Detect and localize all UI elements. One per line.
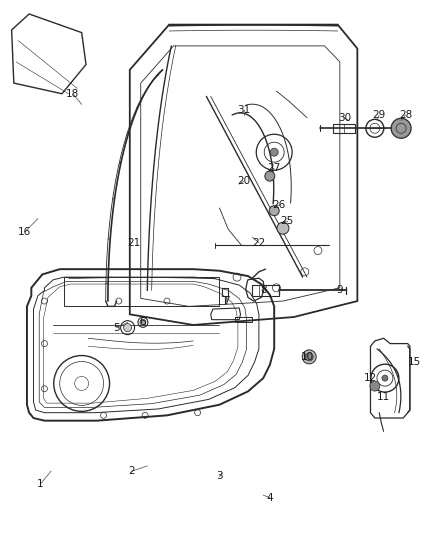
Text: 4: 4	[266, 492, 272, 503]
Text: 6: 6	[139, 317, 146, 327]
Text: 27: 27	[267, 163, 280, 173]
Circle shape	[268, 206, 279, 216]
Circle shape	[124, 324, 131, 332]
Text: 3: 3	[215, 472, 223, 481]
Text: 15: 15	[407, 357, 420, 367]
Circle shape	[140, 319, 145, 325]
Text: 30: 30	[337, 112, 350, 123]
Text: 1: 1	[37, 480, 43, 489]
Circle shape	[270, 148, 278, 156]
Text: 21: 21	[127, 238, 141, 247]
Text: 12: 12	[363, 373, 376, 383]
Text: 5: 5	[113, 322, 120, 333]
Circle shape	[381, 375, 387, 381]
Text: 18: 18	[66, 88, 79, 99]
Text: 26: 26	[271, 200, 285, 211]
Text: 22: 22	[252, 238, 265, 247]
Text: 7: 7	[222, 296, 229, 306]
Text: 10: 10	[300, 352, 313, 362]
Circle shape	[301, 350, 315, 364]
Text: 28: 28	[398, 110, 411, 120]
Text: 11: 11	[376, 392, 389, 402]
Circle shape	[369, 381, 379, 391]
Circle shape	[390, 118, 410, 138]
Text: 31: 31	[237, 104, 250, 115]
Circle shape	[304, 353, 312, 361]
Circle shape	[264, 171, 274, 181]
Text: 8: 8	[259, 286, 266, 295]
Text: 20: 20	[237, 176, 250, 187]
Circle shape	[276, 222, 288, 234]
Text: 16: 16	[18, 227, 31, 237]
Text: 25: 25	[280, 216, 293, 227]
Text: 9: 9	[336, 286, 343, 295]
Text: 29: 29	[372, 110, 385, 120]
Text: 2: 2	[128, 466, 135, 476]
